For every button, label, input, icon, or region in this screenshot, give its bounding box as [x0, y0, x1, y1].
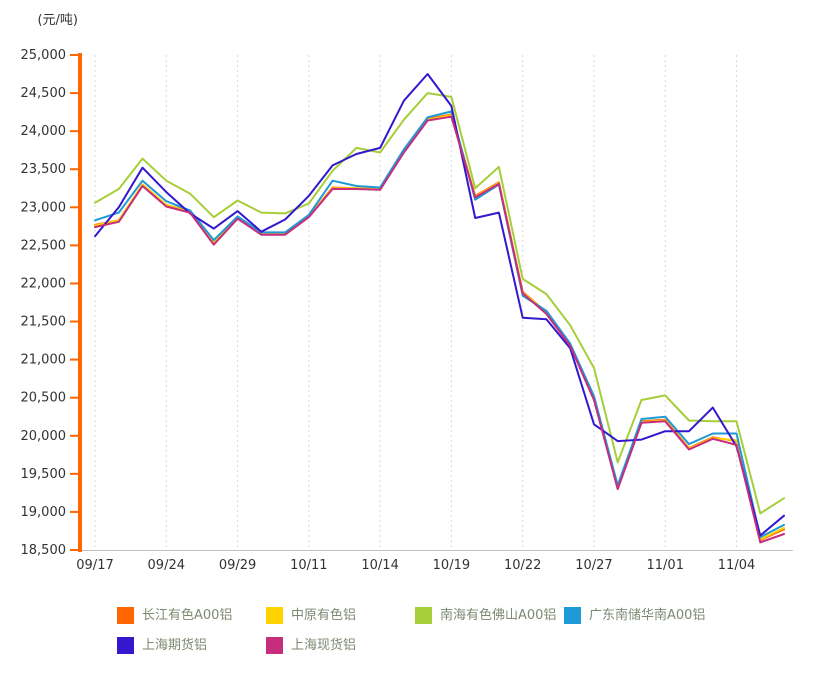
- x-tick-label: 09/29: [219, 558, 256, 573]
- legend-label: 长江有色A00铝: [142, 607, 233, 623]
- legend-color-swatch: [266, 606, 283, 624]
- legend-color-swatch: [564, 606, 581, 624]
- y-tick-label: 20,000: [21, 429, 67, 444]
- series-line-5: [94, 115, 785, 544]
- legend-color-swatch: [266, 636, 283, 654]
- x-tick-label: 10/22: [504, 558, 541, 573]
- y-axis-unit-label: (元/吨): [37, 13, 78, 28]
- legend-item-3[interactable]: 广东南储华南A00铝: [564, 600, 713, 630]
- y-tick-label: 21,000: [21, 353, 67, 368]
- legend-item-5[interactable]: 上海现货铝: [266, 630, 415, 660]
- legend-label: 上海现货铝: [291, 637, 357, 653]
- legend-color-swatch: [415, 606, 432, 624]
- y-tick-label: 21,500: [21, 315, 67, 330]
- x-tick-label: 10/14: [361, 558, 398, 573]
- y-tick-label: 22,000: [21, 276, 67, 291]
- series-line-1: [94, 114, 785, 541]
- y-tick-label: 24,000: [21, 124, 67, 139]
- y-tick-label: 19,500: [21, 467, 67, 482]
- legend-item-1[interactable]: 中原有色铝: [266, 600, 415, 630]
- y-axis-line: [78, 53, 82, 552]
- series-line-3: [94, 110, 785, 539]
- x-tick-label: 11/01: [647, 558, 684, 573]
- legend-label: 上海期货铝: [142, 637, 208, 653]
- legend-color-swatch: [117, 606, 134, 624]
- y-tick-label: 20,500: [21, 391, 67, 406]
- y-tick-label: 18,500: [21, 543, 67, 558]
- legend-item-4[interactable]: 上海期货铝: [117, 630, 266, 660]
- legend-label: 中原有色铝: [291, 607, 357, 623]
- series-line-2: [94, 92, 785, 515]
- y-tick-label: 19,000: [21, 505, 67, 520]
- legend-label: 广东南储华南A00铝: [589, 607, 706, 623]
- x-tick-label: 10/11: [290, 558, 327, 573]
- legend-item-2[interactable]: 南海有色佛山A00铝: [415, 600, 564, 630]
- x-tick-label: 10/27: [575, 558, 612, 573]
- x-tick-label: 09/17: [76, 558, 113, 573]
- y-tick-label: 24,500: [21, 86, 67, 101]
- x-tick-label: 11/04: [718, 558, 755, 573]
- legend-color-swatch: [117, 636, 134, 654]
- x-tick-label: 10/19: [433, 558, 470, 573]
- y-tick-label: 23,500: [21, 162, 67, 177]
- legend-item-0[interactable]: 长江有色A00铝: [117, 600, 266, 630]
- y-tick-label: 23,000: [21, 200, 67, 215]
- y-tick-label: 22,500: [21, 238, 67, 253]
- series-line-4: [94, 73, 785, 537]
- legend-label: 南海有色佛山A00铝: [440, 607, 557, 623]
- y-tick-label: 25,000: [21, 48, 67, 63]
- series-line-0: [94, 113, 785, 542]
- price-line-chart: 09/17 09/24 09/29 10/11 10/14 10/19 10/22 10/27…: [21, 13, 793, 573]
- legend: 长江有色A00铝 中原有色铝 南海有色佛山A00铝 广东南储华南A00铝上海期货铝 上海…: [117, 600, 737, 660]
- x-tick-label: 09/24: [148, 558, 185, 573]
